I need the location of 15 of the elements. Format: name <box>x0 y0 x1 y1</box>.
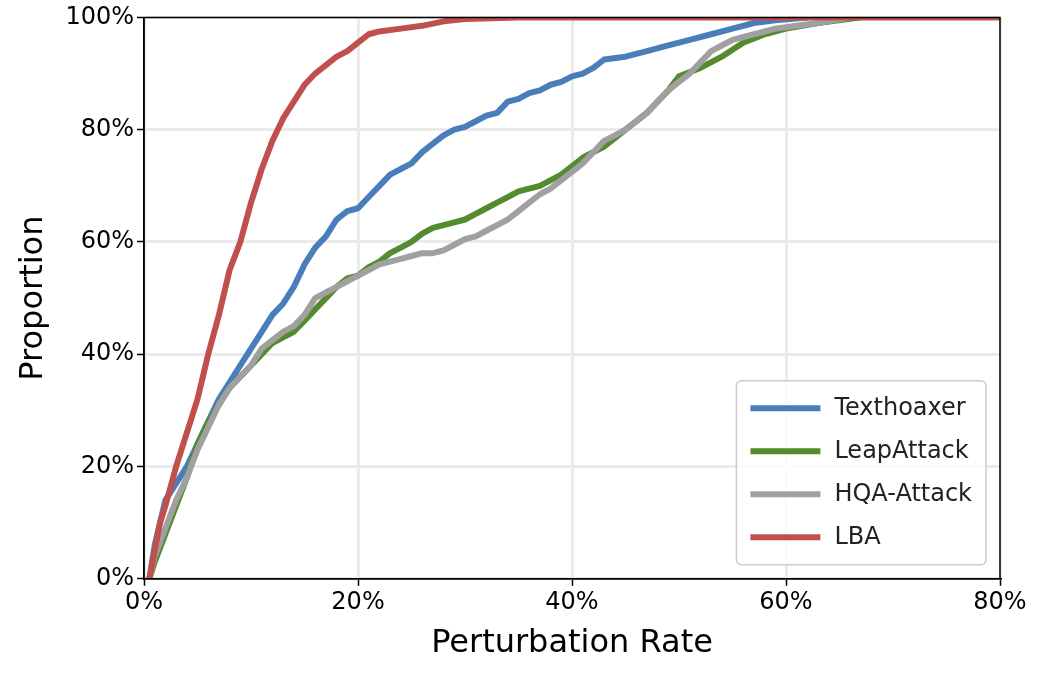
y-tick-label: 60% <box>80 226 135 255</box>
y-tick-label: 80% <box>80 113 135 142</box>
y-tick-label: 20% <box>80 450 135 479</box>
x-tick-label: 20% <box>331 587 385 616</box>
x-axis-title: Perturbation Rate <box>431 622 713 661</box>
x-tick-label: 60% <box>759 587 813 616</box>
y-tick-label: 100% <box>65 1 135 30</box>
x-tick-label: 80% <box>973 587 1027 616</box>
y-axis-title: Proportion <box>11 215 50 381</box>
legend-label: Texthoaxer <box>833 392 966 421</box>
x-tick-label: 40% <box>545 587 599 616</box>
y-tick-label: 40% <box>80 338 135 367</box>
legend-label: LBA <box>834 521 882 550</box>
legend-label: HQA-Attack <box>834 478 973 507</box>
legend-label: LeapAttack <box>834 435 969 464</box>
